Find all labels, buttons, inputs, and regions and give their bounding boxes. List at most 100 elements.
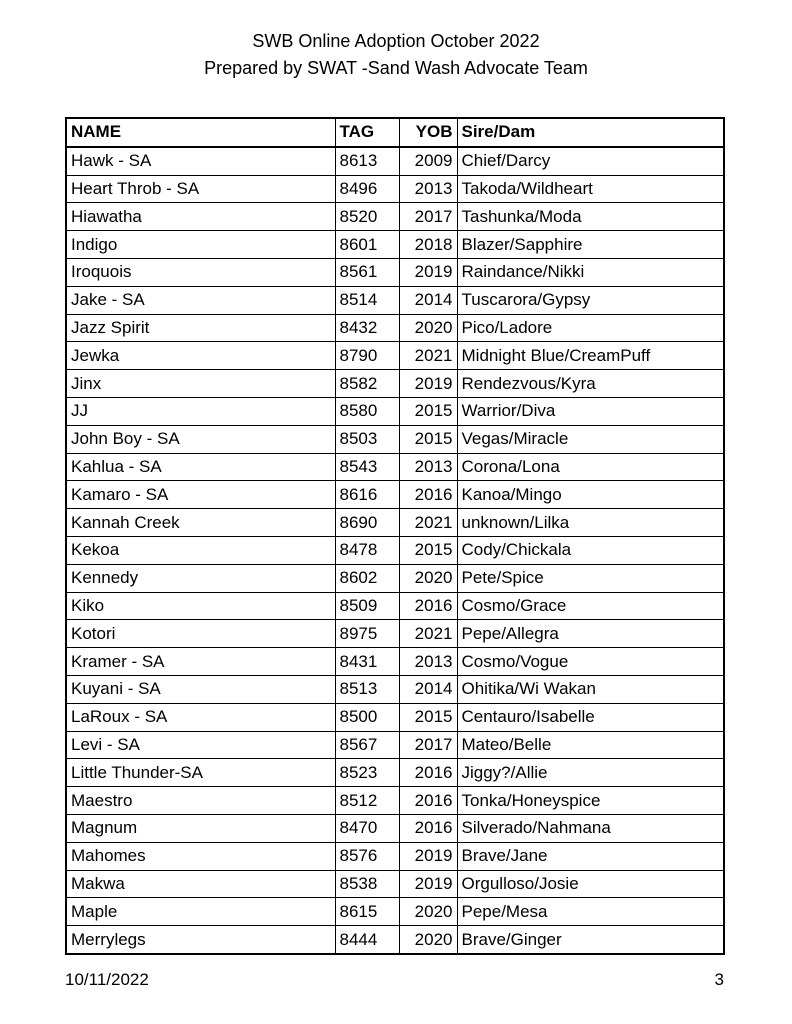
cell-name: LaRoux - SA xyxy=(65,702,336,732)
cell-sire-dam: Midnight Blue/CreamPuff xyxy=(456,341,725,371)
cell-yob: 2020 xyxy=(398,925,458,955)
cell-name: Kahlua - SA xyxy=(65,452,336,482)
cell-yob: 2016 xyxy=(398,480,458,510)
cell-yob: 2016 xyxy=(398,591,458,621)
table-row: Hawk - SA 8613 2009 Chief/Darcy xyxy=(65,146,725,176)
cell-tag: 8613 xyxy=(334,146,400,176)
cell-sire-dam: Takoda/Wildheart xyxy=(456,174,725,204)
cell-sire-dam: Cosmo/Vogue xyxy=(456,647,725,676)
column-header-tag: TAG xyxy=(334,117,400,148)
cell-sire-dam: Centauro/Isabelle xyxy=(456,702,725,732)
table-row: Indigo 8601 2018 Blazer/Sapphire xyxy=(65,230,725,259)
cell-name: Kotori xyxy=(65,619,336,649)
cell-yob: 2016 xyxy=(398,758,458,788)
table-row: Kekoa 8478 2015 Cody/Chickala xyxy=(65,535,725,565)
table-row: Levi - SA 8567 2017 Mateo/Belle xyxy=(65,730,725,760)
cell-name: Jewka xyxy=(65,341,336,371)
cell-tag: 8602 xyxy=(334,563,400,593)
cell-name: Makwa xyxy=(65,869,336,899)
cell-tag: 8615 xyxy=(334,897,400,927)
document-title: SWB Online Adoption October 2022 xyxy=(252,31,540,51)
cell-yob: 2021 xyxy=(398,341,458,371)
cell-tag: 8790 xyxy=(334,341,400,371)
page-number: 3 xyxy=(714,970,724,989)
cell-yob: 2013 xyxy=(398,647,458,676)
table-row: Magnum 8470 2016 Silverado/Nahmana xyxy=(65,813,725,843)
cell-yob: 2014 xyxy=(398,674,458,704)
cell-tag: 8509 xyxy=(334,591,400,621)
cell-name: Kiko xyxy=(65,591,336,621)
table-row: Maestro 8512 2016 Tonka/Honeyspice xyxy=(65,786,725,815)
cell-tag: 8431 xyxy=(334,647,400,676)
table-row: Little Thunder-SA 8523 2016 Jiggy?/Allie xyxy=(65,758,725,788)
table-row: Jinx 8582 2019 Rendezvous/Kyra xyxy=(65,369,725,398)
table-row: Jake - SA 8514 2014 Tuscarora/Gypsy xyxy=(65,285,725,315)
cell-name: Kramer - SA xyxy=(65,647,336,676)
cell-name: Kennedy xyxy=(65,563,336,593)
table-row: LaRoux - SA 8500 2015 Centauro/Isabelle xyxy=(65,702,725,732)
cell-yob: 2019 xyxy=(398,841,458,871)
table-row: Jazz Spirit 8432 2020 Pico/Ladore xyxy=(65,313,725,343)
column-header-yob: YOB xyxy=(398,117,458,148)
adoption-table: NAME TAG YOB Sire/Dam Hawk - SA 8613 2009 C… xyxy=(65,117,725,955)
cell-sire-dam: Pico/Ladore xyxy=(456,313,725,343)
cell-yob: 2019 xyxy=(398,869,458,899)
cell-tag: 8444 xyxy=(334,925,400,955)
cell-tag: 8690 xyxy=(334,508,400,537)
cell-tag: 8470 xyxy=(334,813,400,843)
cell-tag: 8582 xyxy=(334,369,400,398)
table-row: Jewka 8790 2021 Midnight Blue/CreamPuff xyxy=(65,341,725,371)
cell-name: Jake - SA xyxy=(65,285,336,315)
cell-yob: 2014 xyxy=(398,285,458,315)
cell-sire-dam: Corona/Lona xyxy=(456,452,725,482)
cell-name: Kannah Creek xyxy=(65,508,336,537)
table-row: JJ 8580 2015 Warrior/Diva xyxy=(65,396,725,426)
cell-name: Maple xyxy=(65,897,336,927)
cell-sire-dam: Raindance/Nikki xyxy=(456,257,725,287)
cell-name: Mahomes xyxy=(65,841,336,871)
table-row: Maple 8615 2020 Pepe/Mesa xyxy=(65,897,725,927)
cell-sire-dam: Pepe/Allegra xyxy=(456,619,725,649)
cell-tag: 8512 xyxy=(334,786,400,815)
cell-yob: 2015 xyxy=(398,702,458,732)
cell-tag: 8601 xyxy=(334,230,400,259)
cell-name: JJ xyxy=(65,396,336,426)
table-row: Kennedy 8602 2020 Pete/Spice xyxy=(65,563,725,593)
cell-sire-dam: Tonka/Honeyspice xyxy=(456,786,725,815)
cell-name: John Boy - SA xyxy=(65,424,336,454)
cell-name: Kekoa xyxy=(65,535,336,565)
cell-yob: 2009 xyxy=(398,146,458,176)
cell-tag: 8520 xyxy=(334,202,400,232)
cell-name: Jazz Spirit xyxy=(65,313,336,343)
cell-yob: 2013 xyxy=(398,174,458,204)
cell-yob: 2020 xyxy=(398,313,458,343)
document-subtitle: Prepared by SWAT -Sand Wash Advocate Tea… xyxy=(204,58,588,78)
cell-name: Iroquois xyxy=(65,257,336,287)
cell-sire-dam: Brave/Jane xyxy=(456,841,725,871)
cell-sire-dam: Orgulloso/Josie xyxy=(456,869,725,899)
cell-tag: 8503 xyxy=(334,424,400,454)
cell-name: Maestro xyxy=(65,786,336,815)
cell-name: Merrylegs xyxy=(65,925,336,955)
cell-tag: 8538 xyxy=(334,869,400,899)
cell-name: Little Thunder-SA xyxy=(65,758,336,788)
table-row: Kannah Creek 8690 2021 unknown/Lilka xyxy=(65,508,725,537)
cell-name: Kuyani - SA xyxy=(65,674,336,704)
cell-sire-dam: Rendezvous/Kyra xyxy=(456,369,725,398)
cell-sire-dam: Tashunka/Moda xyxy=(456,202,725,232)
cell-sire-dam: Tuscarora/Gypsy xyxy=(456,285,725,315)
cell-sire-dam: Ohitika/Wi Wakan xyxy=(456,674,725,704)
cell-name: Magnum xyxy=(65,813,336,843)
table-row: Merrylegs 8444 2020 Brave/Ginger xyxy=(65,925,725,955)
cell-yob: 2021 xyxy=(398,508,458,537)
column-header-name: NAME xyxy=(65,117,336,148)
cell-name: Indigo xyxy=(65,230,336,259)
cell-yob: 2020 xyxy=(398,897,458,927)
cell-tag: 8616 xyxy=(334,480,400,510)
cell-sire-dam: Jiggy?/Allie xyxy=(456,758,725,788)
table-row: Kotori 8975 2021 Pepe/Allegra xyxy=(65,619,725,649)
cell-yob: 2016 xyxy=(398,813,458,843)
cell-sire-dam: Kanoa/Mingo xyxy=(456,480,725,510)
cell-sire-dam: Cody/Chickala xyxy=(456,535,725,565)
cell-yob: 2015 xyxy=(398,396,458,426)
